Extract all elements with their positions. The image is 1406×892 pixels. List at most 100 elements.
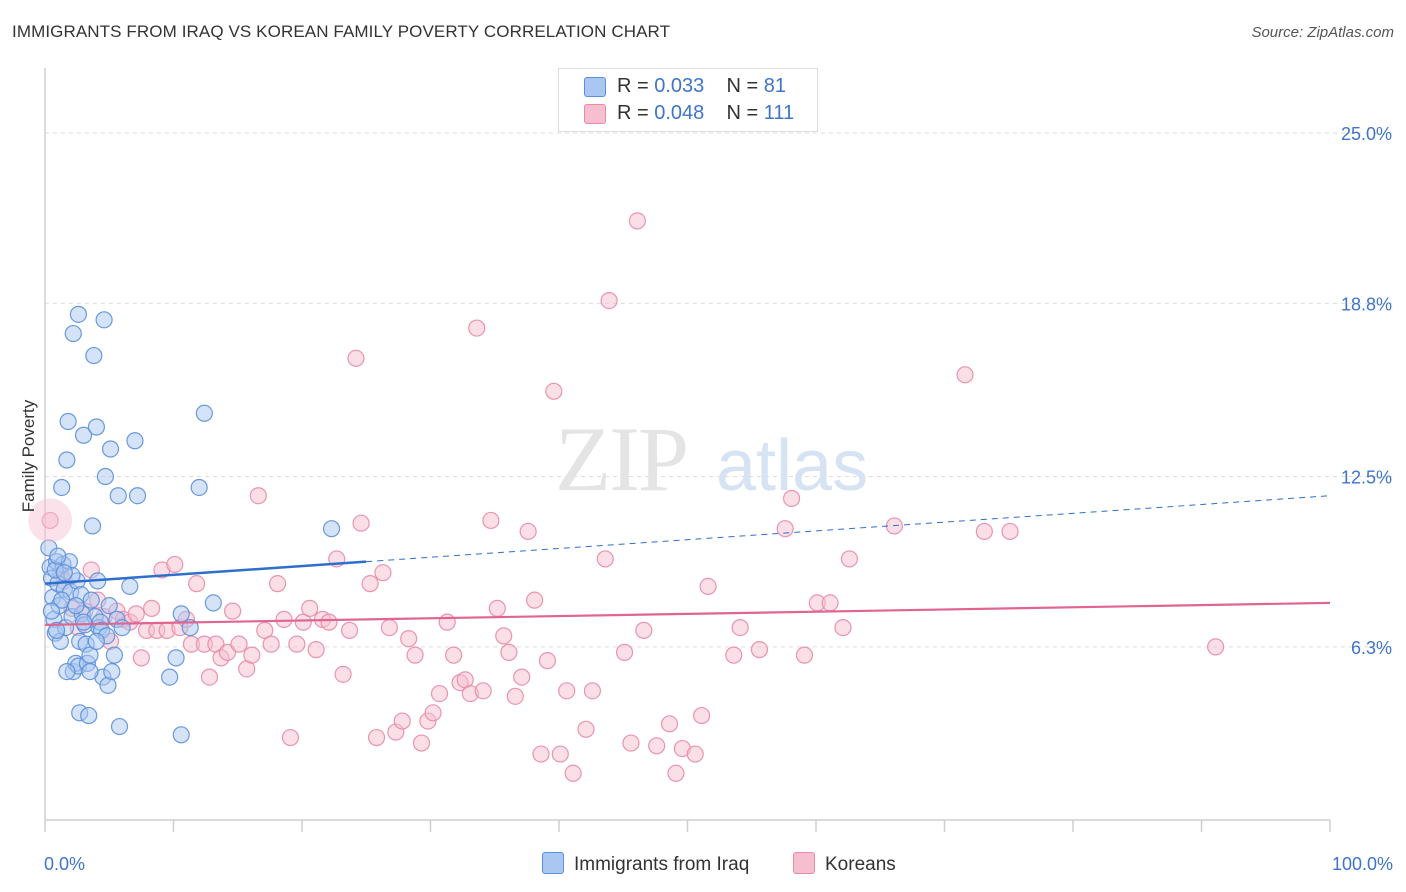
korean-point <box>628 212 646 230</box>
source-label: Source: ZipAtlas.com <box>1251 24 1394 41</box>
iraq-point <box>47 621 66 639</box>
y-tick-label: 12.5% <box>1341 467 1392 487</box>
korean-point <box>281 728 300 747</box>
korean-point <box>776 520 794 538</box>
korean-point <box>468 319 486 337</box>
legend-swatch-koreans <box>793 852 815 874</box>
iraq-point <box>204 594 222 612</box>
korean-point <box>525 591 544 609</box>
korean-point <box>320 613 338 631</box>
iraq-point <box>85 346 103 365</box>
korean-point <box>361 575 379 593</box>
korean-point <box>500 643 518 661</box>
iraq-point <box>74 426 93 444</box>
legend-item-koreans[interactable]: Koreans <box>793 852 896 876</box>
korean-point <box>834 619 852 637</box>
korean-point <box>275 610 293 628</box>
n-label: N = <box>726 102 759 124</box>
korean-point <box>406 646 424 664</box>
iraq-point <box>126 432 144 450</box>
korean-point <box>200 668 219 686</box>
legend-item-iraq[interactable]: Immigrants from Iraq <box>542 852 749 876</box>
iraq-point <box>121 577 139 596</box>
korean-point <box>256 621 274 639</box>
iraq-point <box>87 632 106 650</box>
korean-point <box>340 621 359 639</box>
korean-point <box>430 684 449 703</box>
korean-point <box>367 728 386 747</box>
iraq-point <box>74 613 93 631</box>
korean-point <box>380 619 398 637</box>
iraq-point <box>80 706 98 725</box>
korean-point <box>166 555 184 574</box>
korean-point <box>545 382 563 400</box>
korean-point <box>482 511 500 530</box>
iraq-point <box>100 597 118 615</box>
iraq-point <box>172 726 190 744</box>
korean-point <box>230 635 248 653</box>
r-value: 0.048 <box>654 102 705 124</box>
korean-point <box>648 737 666 755</box>
n-value: 81 <box>763 75 787 97</box>
chart-title: IMMIGRANTS FROM IRAQ VS KOREAN FAMILY PO… <box>12 22 671 41</box>
axes <box>44 68 1331 832</box>
korean-point <box>693 706 711 725</box>
y-tick-label: 18.8% <box>1341 294 1392 314</box>
korean-point <box>532 745 550 763</box>
korean-point <box>615 643 634 661</box>
korean-point <box>143 599 161 617</box>
iraq-point <box>69 305 88 323</box>
korean-point <box>294 613 312 631</box>
korean-point <box>438 613 456 631</box>
korean-point <box>821 594 839 612</box>
axis-labels: 6.3% 12.5% 18.8% 25.0% 0.0% 100.0% Family Pove… <box>19 124 1393 874</box>
korean-point <box>558 682 576 700</box>
korean-point <box>635 621 653 639</box>
iraq-point <box>128 487 147 505</box>
correlation-legend: R = 0.033 N = 81 R = 0.048 N = 111 <box>558 68 818 132</box>
korean-point <box>975 522 993 541</box>
korean-point <box>393 712 411 730</box>
korean-point <box>495 627 513 645</box>
y-axis-title: Family Poverty <box>19 399 38 512</box>
korean-point <box>424 704 442 722</box>
korean-point <box>519 522 537 541</box>
y-tick-label: 25.0% <box>1341 124 1392 144</box>
korean-point <box>538 652 557 670</box>
iraq-point <box>161 668 179 686</box>
korean-point <box>795 646 814 664</box>
korean-point <box>600 292 618 310</box>
korean-point <box>224 602 242 620</box>
y-tick-label: 6.3% <box>1351 638 1392 658</box>
trend-lines <box>44 495 1331 626</box>
r-label: R = <box>617 102 649 124</box>
korean-trend-line <box>44 601 1331 626</box>
korean-point <box>188 575 206 593</box>
iraq-point <box>55 564 73 582</box>
iraq-point <box>113 619 131 637</box>
legend-label-koreans: Koreans <box>825 854 896 875</box>
iraq-point <box>82 591 100 609</box>
iraq-trend-line-projected <box>366 495 1331 563</box>
korean-point <box>352 514 370 532</box>
korean-point <box>1001 522 1019 541</box>
korean-point <box>41 511 59 530</box>
korean-point <box>686 745 704 763</box>
korean-point <box>956 366 974 384</box>
iraq-trend-line <box>44 560 367 585</box>
iraq-point <box>167 649 185 667</box>
korean-point <box>488 599 506 617</box>
korean-point <box>374 564 392 582</box>
legend-swatch-iraq <box>542 852 564 874</box>
iraq-point <box>58 451 76 469</box>
korean-point <box>334 665 352 683</box>
iraq-point <box>190 478 208 497</box>
korean-point <box>725 646 743 664</box>
korean-point <box>731 619 749 637</box>
legend-label-iraq: Immigrants from Iraq <box>574 854 750 875</box>
watermark-zip: ZIP <box>555 408 687 510</box>
iraq-point <box>109 487 127 505</box>
iraq-point <box>101 440 120 458</box>
iraq-point <box>110 717 129 736</box>
